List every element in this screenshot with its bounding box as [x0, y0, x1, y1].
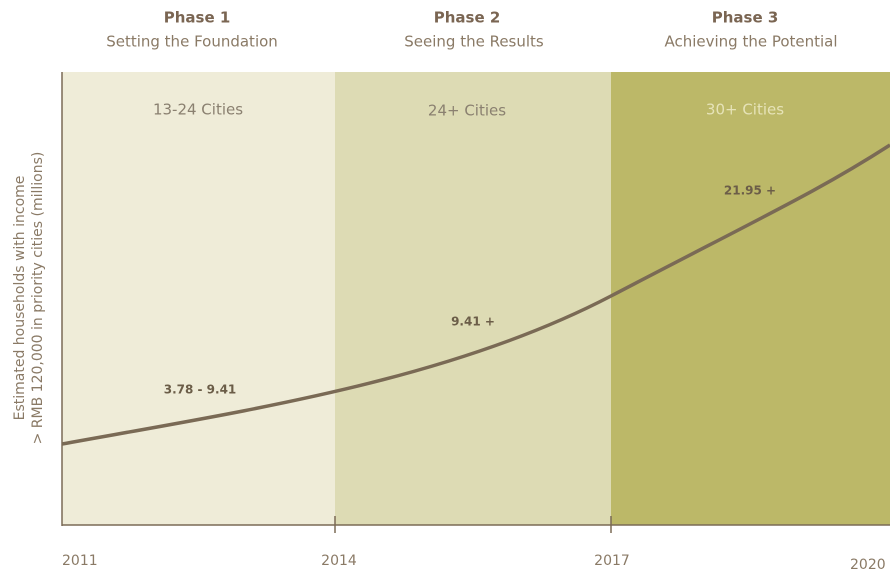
y-axis-label: Estimated households with income	[12, 176, 28, 421]
year-label: 2020	[850, 557, 886, 573]
y-axis-label: > RMB 120,000 in priority cities (millio…	[30, 152, 46, 445]
region-label: 30+ Cities	[706, 101, 784, 119]
phase-subtitle: Seeing the Results	[404, 33, 544, 51]
annotation: 3.78 - 9.41	[164, 383, 237, 397]
phase-subtitle: Setting the Foundation	[106, 33, 278, 51]
growth-curve	[61, 143, 890, 446]
phase-title: Phase 3	[712, 9, 779, 27]
region-label: 13-24 Cities	[153, 101, 243, 119]
phase-title: Phase 1	[164, 9, 231, 27]
phase-3-band	[611, 72, 890, 525]
year-label: 2017	[594, 553, 630, 569]
annotation: 9.41 +	[451, 315, 495, 329]
year-label: 2011	[62, 553, 98, 569]
year-label: 2014	[321, 553, 357, 569]
phase-subtitle: Achieving the Potential	[664, 33, 837, 51]
annotation: 21.95 +	[724, 184, 776, 198]
region-label: 24+ Cities	[428, 102, 506, 120]
phase-title: Phase 2	[434, 9, 501, 27]
phase-1-band	[62, 72, 335, 525]
phase-2-band	[335, 72, 611, 525]
